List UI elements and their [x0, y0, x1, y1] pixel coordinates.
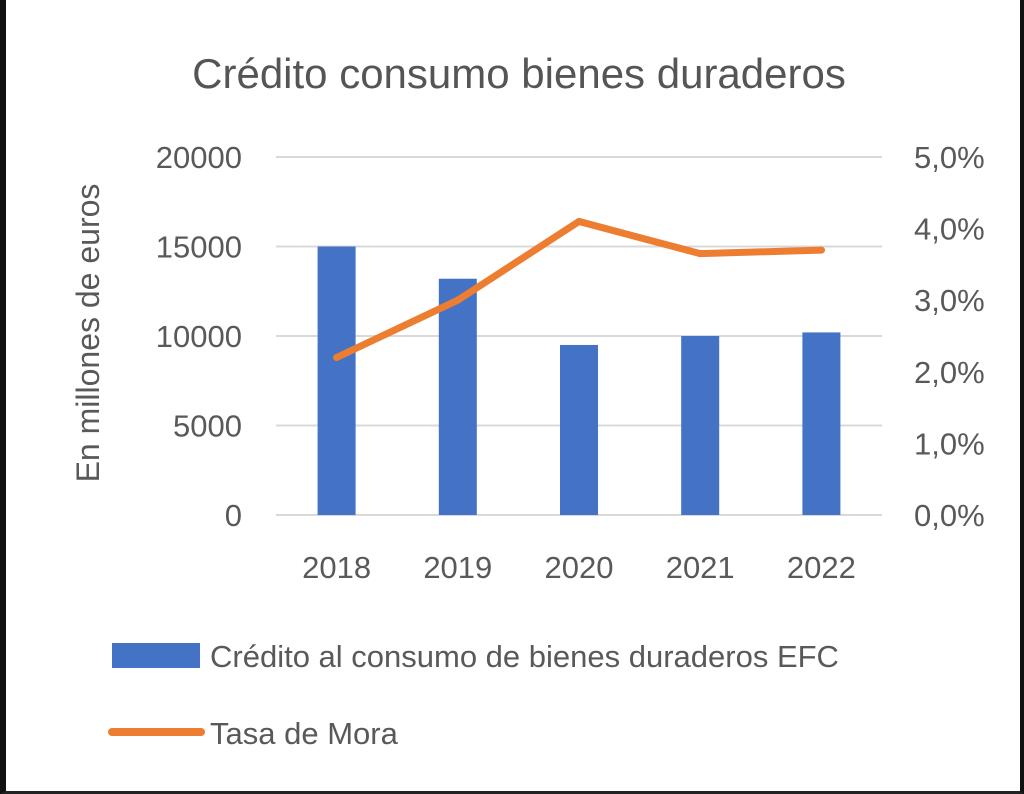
- x-axis-ticks: 2018 2019 2020 2021 2022: [302, 550, 856, 585]
- legend-label-line: Tasa de Mora: [210, 716, 399, 751]
- y-tick-label: 15000: [156, 230, 242, 265]
- chart-title: Crédito consumo bienes duraderos: [192, 50, 846, 97]
- line-point: [454, 296, 462, 304]
- legend-label-bar: Crédito al consumo de bienes duraderos E…: [210, 639, 839, 674]
- x-tick-label: 2021: [666, 550, 735, 585]
- bar: [681, 336, 720, 515]
- legend-swatch-bar: [112, 643, 200, 668]
- bar: [802, 332, 841, 515]
- y2-tick-label: 5,0%: [914, 140, 985, 175]
- x-tick-label: 2022: [787, 550, 856, 585]
- x-tick-label: 2019: [423, 550, 492, 585]
- y-axis-title: En millones de euros: [70, 184, 106, 483]
- bar: [317, 246, 356, 515]
- y2-tick-label: 4,0%: [914, 212, 985, 247]
- y2-tick-label: 0,0%: [914, 498, 985, 533]
- y2-tick-label: 1,0%: [914, 426, 985, 461]
- y-tick-label: 5000: [173, 409, 242, 444]
- line-point: [333, 353, 341, 361]
- y-axis-ticks: 20000 15000 10000 5000 0: [156, 140, 242, 533]
- y-tick-label: 0: [225, 498, 242, 533]
- bar-series: [317, 246, 841, 515]
- legend: Crédito al consumo de bienes duraderos E…: [108, 639, 839, 751]
- y2-tick-label: 2,0%: [914, 355, 985, 390]
- bar: [438, 278, 477, 515]
- line-path: [333, 217, 825, 361]
- line-point: [575, 217, 583, 225]
- y2-axis-ticks: 5,0% 4,0% 3,0% 2,0% 1,0% 0,0%: [914, 140, 985, 533]
- x-tick-label: 2020: [545, 550, 614, 585]
- line-series: [333, 217, 825, 361]
- line-point: [817, 246, 825, 254]
- x-tick-label: 2018: [302, 550, 371, 585]
- y-tick-label: 10000: [156, 319, 242, 354]
- chart-svg: Crédito consumo bienes duraderos En mill…: [70, 50, 985, 751]
- y-tick-label: 20000: [156, 140, 242, 175]
- y2-tick-label: 3,0%: [914, 283, 985, 318]
- bar: [560, 344, 598, 515]
- line-point: [696, 250, 704, 258]
